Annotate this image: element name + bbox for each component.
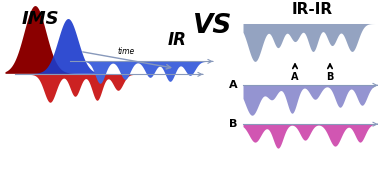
Text: IR: IR xyxy=(168,31,187,49)
Text: VS: VS xyxy=(193,14,233,39)
Text: A: A xyxy=(291,72,299,82)
Text: time: time xyxy=(118,47,135,56)
Text: B: B xyxy=(229,119,237,129)
Text: IMS: IMS xyxy=(22,10,60,28)
Text: IR-IR: IR-IR xyxy=(291,2,333,17)
Text: A: A xyxy=(229,80,237,90)
Text: B: B xyxy=(326,72,334,82)
